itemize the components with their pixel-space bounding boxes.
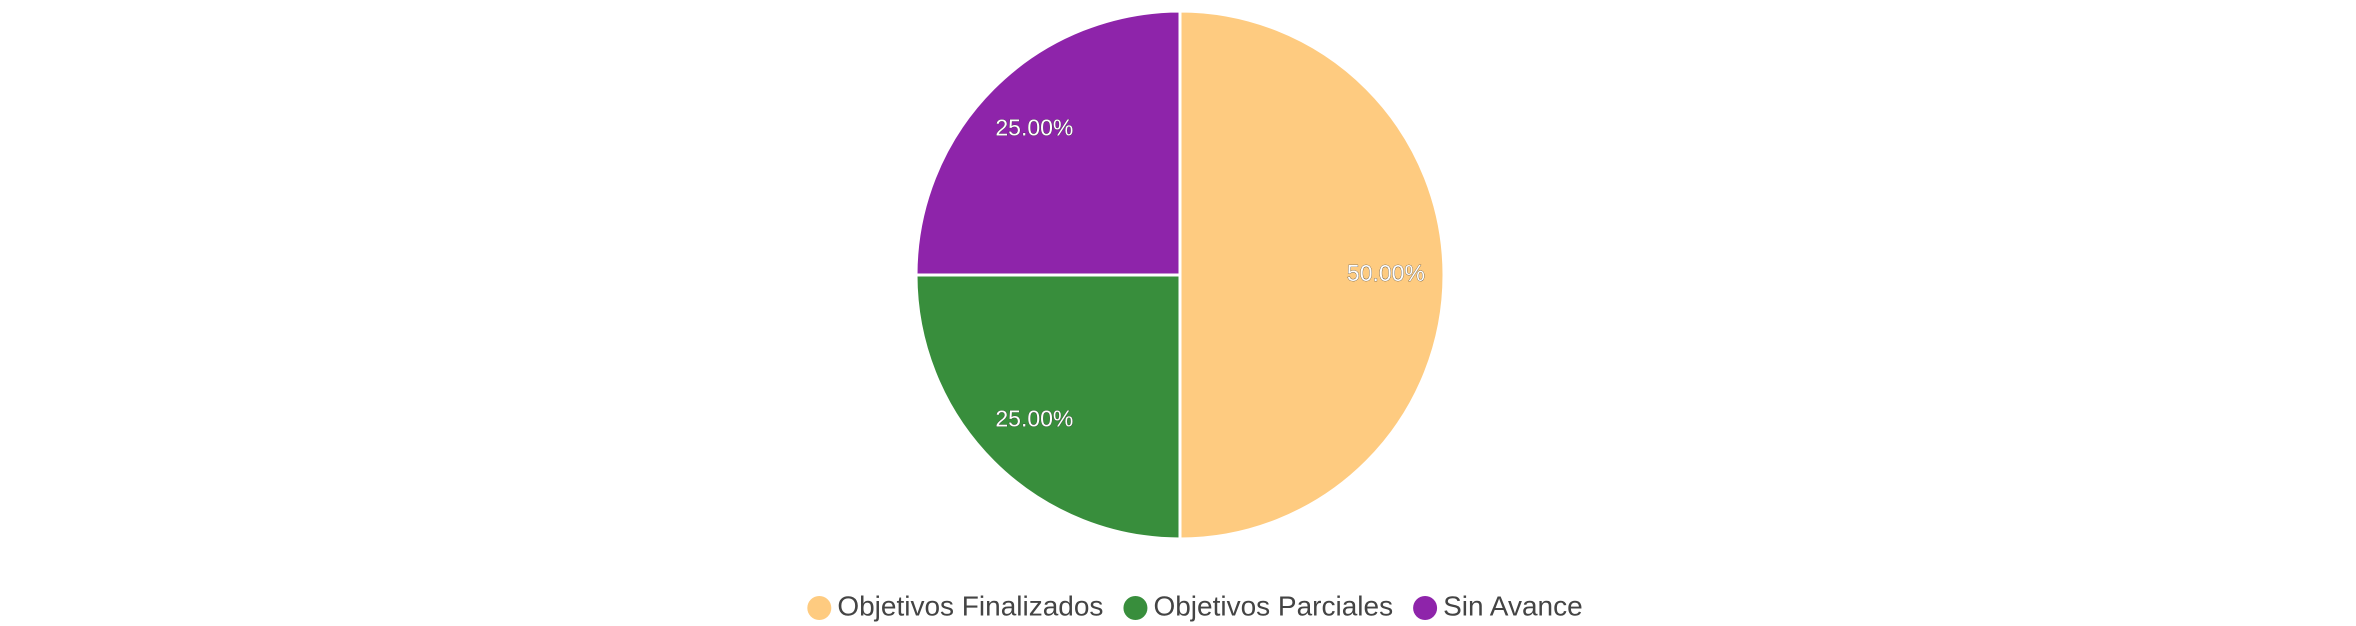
data-label: 25.00% (995, 114, 1073, 140)
data-label: 25.00% (995, 406, 1073, 432)
pie-slice (914, 9, 1182, 277)
legend-label: Sin Avance (1443, 590, 1583, 621)
legend-label: Objetivos Parciales (1153, 590, 1393, 621)
legend-marker (1413, 596, 1438, 620)
pie-slice (914, 273, 1182, 541)
legend: Objetivos Finalizados Objetivos Parciales… (807, 590, 1583, 621)
pie-slice (1178, 9, 1446, 541)
data-label: 50.00% (1347, 260, 1425, 286)
legend-marker (807, 596, 832, 620)
legend-marker (1123, 596, 1148, 620)
legend-label: Objetivos Finalizados (837, 590, 1103, 621)
